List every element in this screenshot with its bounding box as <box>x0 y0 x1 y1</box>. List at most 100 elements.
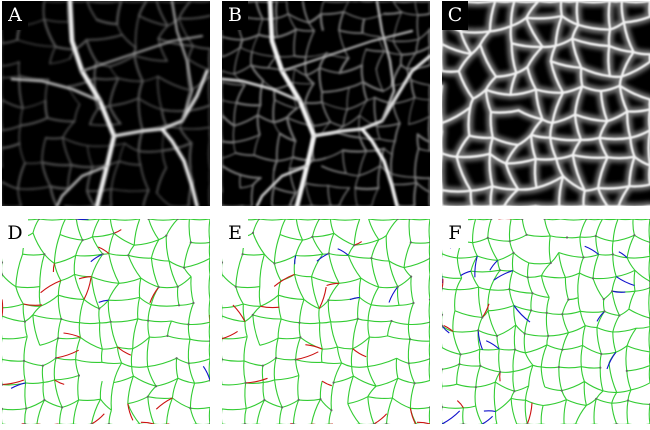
graph-edge <box>44 399 63 408</box>
graph-edge <box>146 336 150 367</box>
graph-edge <box>116 346 123 364</box>
graph-edge <box>235 254 244 287</box>
vessel-segment <box>606 110 629 123</box>
graph-edge <box>510 397 526 401</box>
graph-edge <box>408 321 430 326</box>
vessel-segment <box>338 29 350 59</box>
graph-edge <box>388 260 405 269</box>
graph-node <box>234 285 237 288</box>
graph-edge <box>514 385 529 392</box>
graph-edge <box>369 335 388 338</box>
vessel-segment <box>239 174 242 189</box>
vessel-segment <box>606 155 636 160</box>
graph-node <box>626 399 630 402</box>
vessel-segment <box>617 185 631 206</box>
vessel-segment <box>43 1 70 3</box>
graph-node <box>408 219 411 221</box>
graph-edge <box>351 366 368 368</box>
vessel-segment <box>108 104 122 125</box>
graph-edge <box>187 324 191 340</box>
vessel-segment <box>318 66 324 94</box>
graph-edge <box>155 377 179 387</box>
graph-node <box>299 336 302 339</box>
graph-node <box>353 244 356 247</box>
graph-edge <box>611 291 620 316</box>
graph-node <box>208 340 210 343</box>
graph-edge <box>273 263 282 281</box>
vessel-segment <box>414 97 430 101</box>
panel-f-network-graph: F <box>442 219 650 424</box>
graph-edge <box>244 321 248 337</box>
spur-edge-blue <box>337 248 349 256</box>
graph-node <box>412 301 415 305</box>
graph-node <box>407 362 410 365</box>
vessel-segment <box>484 88 512 96</box>
graph-edge <box>147 396 155 424</box>
vessel-segment <box>455 134 471 158</box>
graph-node <box>274 356 278 360</box>
spur-edge-red <box>318 286 327 309</box>
graph-edge <box>508 219 512 242</box>
vessel-segment <box>137 150 142 166</box>
vessel-segment <box>557 175 565 206</box>
vessel-segment <box>222 164 242 176</box>
graph-node <box>155 385 158 388</box>
vessel-segment <box>571 138 583 157</box>
graph-edge <box>561 299 569 315</box>
vessel-segment <box>517 186 538 191</box>
vessel-segment <box>116 1 123 26</box>
vessel-segment <box>414 176 430 180</box>
vessel-segment <box>178 17 194 47</box>
graph-edge <box>592 278 605 300</box>
vessel-segment <box>321 121 331 135</box>
graph-edge <box>110 318 138 323</box>
vessel-segment <box>342 114 361 128</box>
vessel-segment <box>415 181 430 194</box>
graph-edge <box>117 346 133 350</box>
graph-edge <box>560 219 587 221</box>
graph-edge <box>298 398 321 402</box>
graph-edge <box>367 357 397 368</box>
graph-edge <box>568 325 586 334</box>
graph-edge <box>188 219 192 243</box>
graph-edge <box>23 360 43 367</box>
graph-edge <box>139 296 152 306</box>
vessel-segment <box>19 116 49 127</box>
graph-edge <box>442 275 462 279</box>
graph-edge <box>626 327 637 346</box>
graph-edge <box>378 286 398 289</box>
graph-node <box>549 261 552 265</box>
vessel-segment <box>318 67 341 74</box>
graph-edge <box>258 219 286 221</box>
graph-edge <box>366 336 370 367</box>
graph-edge <box>513 364 534 373</box>
graph-node <box>479 364 482 367</box>
vessel-segment <box>272 116 289 124</box>
graph-edge <box>561 314 569 333</box>
graph-edge <box>410 276 415 304</box>
graph-node <box>182 266 186 269</box>
graph-node <box>442 287 444 290</box>
vessel-segment <box>304 101 315 127</box>
vessel-segment <box>348 80 365 89</box>
vessel-segment <box>301 1 310 24</box>
graph-edge <box>442 383 457 387</box>
graph-edge <box>262 382 265 401</box>
graph-node <box>147 219 150 221</box>
graph-node <box>177 304 181 307</box>
vessel-segment <box>502 188 520 206</box>
graph-edge <box>477 317 483 331</box>
vessel-segment <box>632 50 650 56</box>
vessel-segment <box>442 106 472 125</box>
vessel-segment <box>116 23 123 36</box>
graph-node <box>633 234 636 237</box>
vessel-segment <box>488 152 508 165</box>
vessel-segment <box>598 120 609 139</box>
vessel-segment <box>530 133 537 161</box>
graph-edge <box>524 310 532 334</box>
vessel-segment <box>321 165 347 175</box>
graph-node <box>37 219 41 221</box>
graph-edge <box>108 296 140 301</box>
graph-edge <box>23 360 27 384</box>
graph-edge <box>613 234 635 242</box>
